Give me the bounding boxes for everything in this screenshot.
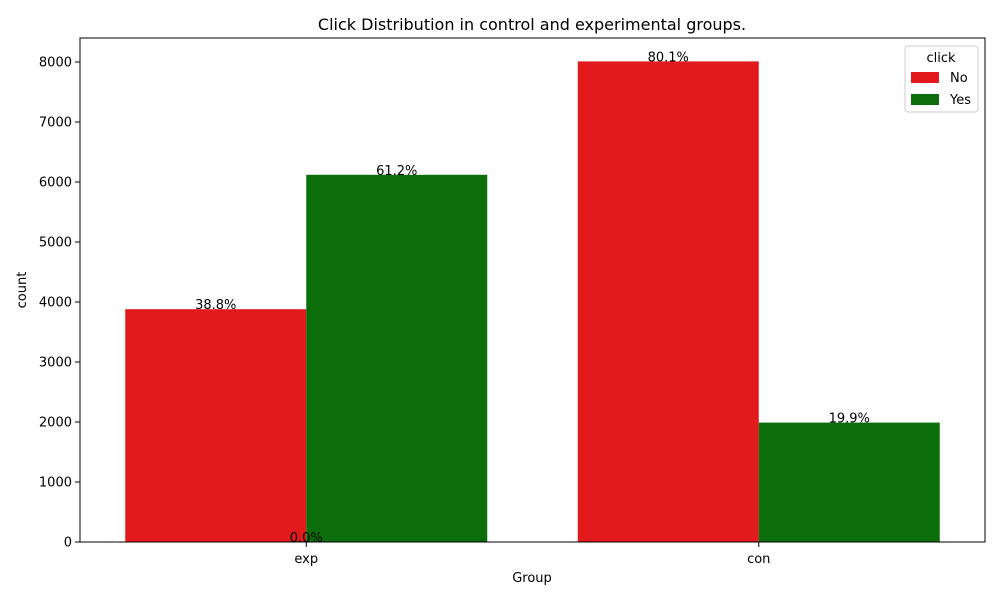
bar-yes-exp [306, 174, 488, 543]
bar-no-con [577, 61, 759, 543]
legend-label-no: No [950, 71, 968, 86]
bar-value-label: 80.1% [648, 50, 689, 65]
x-axis: exp con [294, 542, 770, 567]
y-tick-label: 5000 [39, 236, 72, 251]
bar-value-label: 38.8% [195, 298, 236, 313]
y-tick-label: 7000 [39, 116, 72, 131]
bar-value-label: 61.2% [376, 164, 417, 179]
chart-title: Click Distribution in control and experi… [318, 15, 746, 34]
y-tick-label: 3000 [39, 356, 72, 371]
y-tick-label: 1000 [39, 476, 72, 491]
y-tick-label: 8000 [39, 56, 72, 71]
bar-labels-group: 38.8%80.1%61.2%19.9%0.0% [195, 50, 870, 546]
bar-value-label: 19.9% [829, 412, 870, 427]
y-axis: 0 1000 2000 3000 4000 5000 6000 7000 8000 [39, 56, 80, 551]
y-tick-label: 4000 [39, 296, 72, 311]
legend-title: click [926, 51, 956, 66]
legend-swatch-yes [911, 94, 939, 105]
bars-group [125, 61, 940, 543]
legend: click No Yes [904, 45, 979, 113]
x-tick-label: exp [294, 552, 318, 567]
plot-frame [79, 37, 986, 543]
y-tick-label: 0 [64, 536, 72, 551]
legend-label-yes: Yes [949, 93, 971, 108]
x-tick-label: con [747, 552, 770, 567]
x-axis-label: Group [512, 571, 552, 586]
bar-yes-con [758, 422, 940, 542]
y-axis-label: count [15, 272, 30, 309]
bar-no-exp [125, 309, 307, 542]
y-tick-label: 2000 [39, 416, 72, 431]
legend-swatch-no [911, 72, 939, 83]
y-tick-label: 6000 [39, 176, 72, 191]
